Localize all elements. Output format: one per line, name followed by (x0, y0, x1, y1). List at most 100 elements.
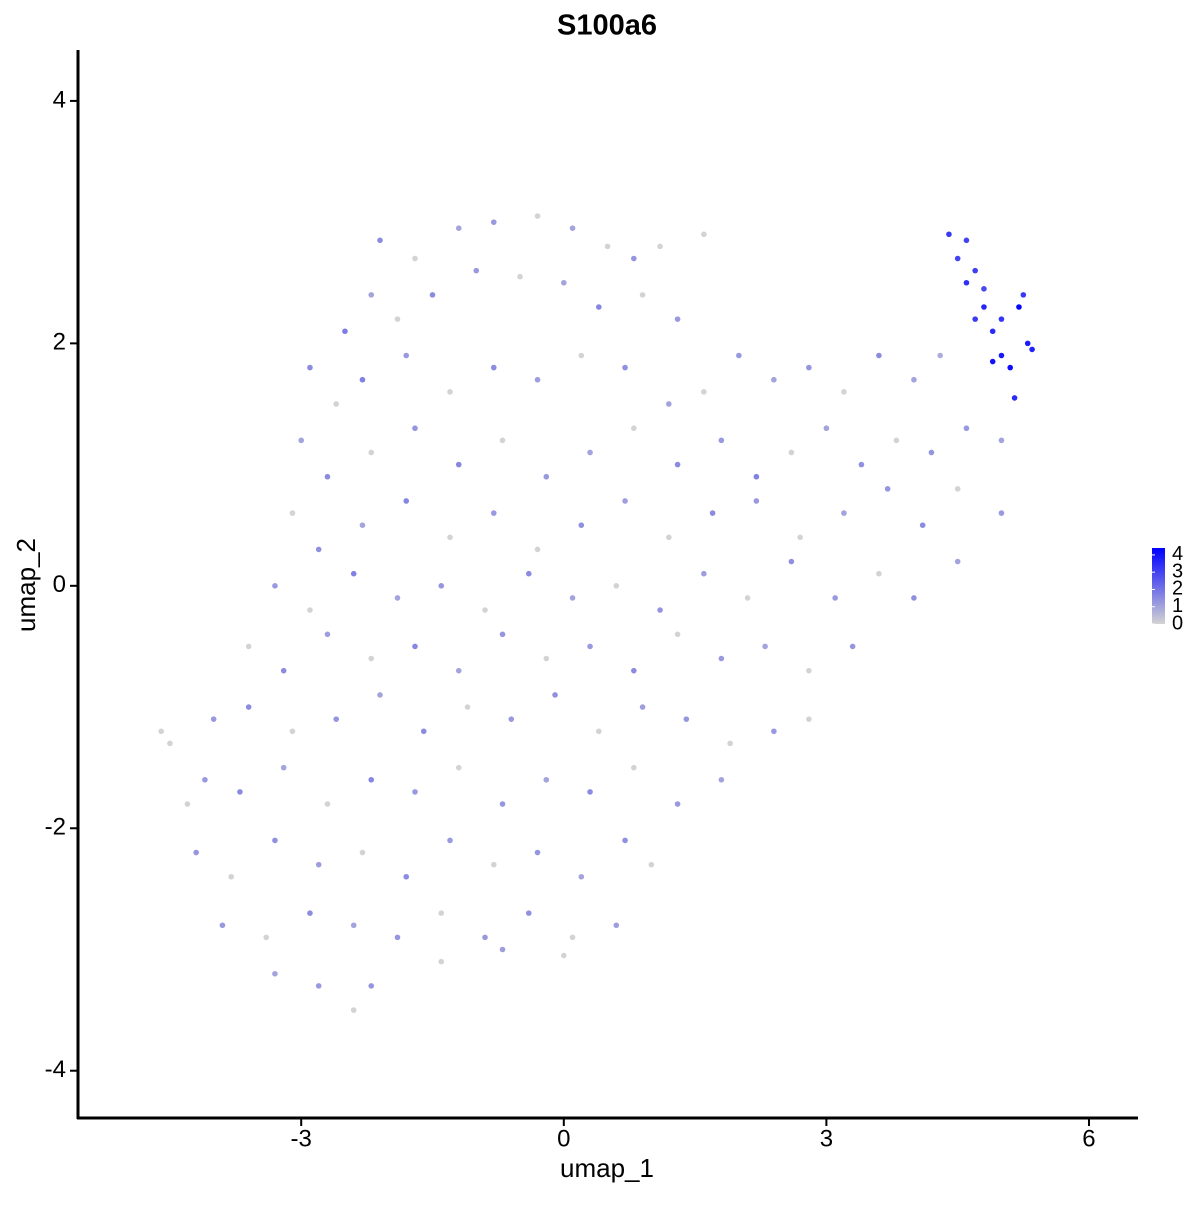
cell-point (534, 849, 541, 856)
cell-point (771, 376, 777, 383)
cell-point (333, 716, 340, 722)
cell-point (998, 510, 1005, 516)
cell-point (569, 934, 576, 941)
cell-point (981, 286, 987, 292)
cell-point (762, 643, 768, 650)
cell-point (368, 983, 375, 989)
cell-point (499, 437, 506, 444)
cell-point (578, 522, 585, 529)
cell-point (666, 401, 672, 407)
cell-point (429, 292, 436, 298)
cell-point (560, 952, 567, 959)
cell-point (272, 970, 278, 977)
cell-point (368, 449, 375, 456)
cell-point (438, 958, 445, 965)
cell-point (560, 279, 567, 286)
cell-point (228, 873, 234, 880)
cell-point (963, 279, 970, 286)
cell-point (989, 328, 996, 335)
cell-point (377, 692, 383, 698)
cell-point (876, 570, 882, 577)
cell-point (841, 389, 847, 395)
cell-point (525, 910, 532, 916)
cell-point (307, 910, 313, 916)
cell-point (701, 231, 707, 238)
x-tick-label: 3 (820, 1125, 833, 1152)
cell-point (490, 364, 497, 371)
cell-point (753, 473, 760, 480)
cell-point (666, 534, 672, 541)
cell-point (499, 801, 506, 807)
cell-point (289, 728, 296, 735)
cell-point (806, 716, 812, 722)
cell-point (394, 316, 401, 322)
cell-point (368, 776, 375, 783)
cell-point (202, 776, 208, 783)
cell-point (744, 595, 751, 601)
y-tick-label: -2 (45, 814, 66, 841)
cell-point (552, 692, 558, 698)
cell-point (272, 837, 278, 844)
colorbar-tick-label: 3 (1172, 560, 1183, 582)
cell-point (455, 225, 462, 232)
cell-point (394, 934, 401, 941)
cell-point (963, 237, 970, 244)
cell-point (158, 728, 164, 735)
cell-point (438, 910, 445, 916)
colorbar (1152, 548, 1165, 624)
cell-point (701, 389, 707, 395)
cell-point (499, 946, 506, 953)
cell-point (884, 486, 891, 492)
chart-title: S100a6 (557, 10, 657, 42)
cell-point (403, 873, 410, 880)
colorbar-tick-label: 0 (1172, 612, 1183, 634)
cell-point (998, 437, 1005, 444)
cell-point (797, 534, 803, 541)
cell-point (324, 473, 331, 480)
cell-point (981, 304, 987, 310)
cell-point (420, 728, 427, 735)
cell-point (1020, 292, 1027, 298)
cell-point (289, 510, 296, 516)
cell-point (1011, 395, 1018, 401)
x-tick-label: 0 (557, 1125, 570, 1152)
y-tick-label: 4 (53, 86, 66, 113)
cell-point (788, 558, 795, 565)
cell-point (307, 364, 313, 371)
cell-point (701, 570, 707, 577)
cell-point (569, 225, 576, 232)
cell-point (184, 801, 191, 807)
cell-point (412, 255, 418, 262)
cell-point (490, 219, 497, 225)
cell-point (718, 776, 725, 783)
cell-point (596, 728, 602, 735)
cell-point (1029, 346, 1035, 353)
cell-point (412, 425, 418, 432)
cell-point (447, 837, 453, 844)
cell-point (631, 764, 637, 771)
y-tick-label: 2 (53, 329, 66, 356)
cell-point (1016, 304, 1022, 310)
cell-point (315, 861, 322, 868)
cell-point (403, 352, 410, 359)
cell-point (342, 328, 348, 335)
cell-point (350, 570, 357, 577)
cell-point (359, 522, 366, 529)
cell-point (727, 740, 733, 747)
cell-point (858, 461, 865, 468)
cell-point (718, 437, 725, 444)
cell-point (455, 764, 462, 771)
cell-point (937, 352, 943, 359)
cell-point (718, 655, 725, 662)
cell-point (447, 534, 453, 541)
cell-point (683, 716, 690, 722)
cell-point (263, 934, 269, 941)
cell-point (622, 364, 628, 371)
cell-point (307, 607, 313, 613)
cell-point (631, 667, 637, 674)
cell-point (534, 376, 541, 383)
cell-point (324, 801, 331, 807)
cell-point (622, 837, 628, 844)
cell-point (771, 728, 777, 735)
